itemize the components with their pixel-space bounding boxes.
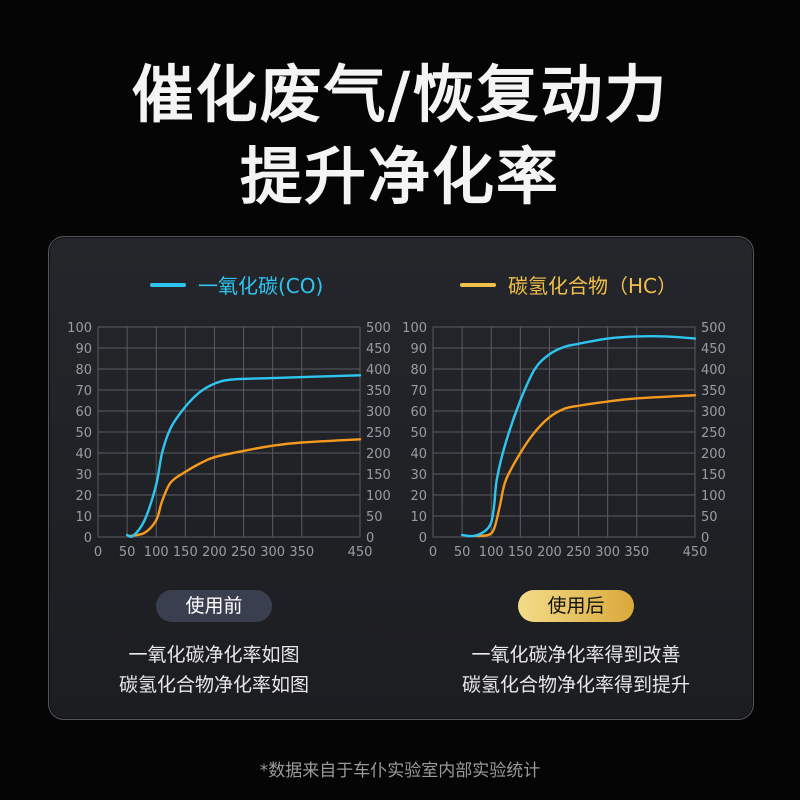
y2-tick-label: 50 [701,510,718,525]
before-badge: 使用前 [156,590,272,622]
y2-tick-label: 500 [701,321,726,336]
y2-tick-label: 50 [366,510,383,525]
x-tick-label: 300 [595,545,620,560]
y-tick-label: 100 [402,321,427,336]
legend-co-swatch [150,282,186,287]
y-tick-label: 70 [410,384,427,399]
y-tick-label: 80 [410,363,427,378]
after-caption-line1: 一氧化碳净化率得到改善 [471,644,681,666]
y2-tick-label: 300 [701,405,726,420]
title-line-1: 催化废气/恢复动力 [131,58,669,131]
y-tick-label: 60 [410,405,427,420]
y-tick-label: 40 [75,447,92,462]
y-tick-label: 50 [75,426,92,441]
y2-tick-label: 400 [701,363,726,378]
after-caption: 一氧化碳净化率得到改善 碳氢化合物净化率得到提升 [406,640,746,700]
footnote: *数据来自于车仆实验室内部实验统计 [259,761,541,781]
y2-tick-label: 450 [701,342,726,357]
legend-hc: 碳氢化合物（HC） [460,270,677,299]
x-tick-label: 100 [144,545,169,560]
y-tick-label: 80 [75,363,92,378]
y-tick-label: 20 [75,489,92,504]
y2-tick-label: 150 [366,468,391,483]
y2-tick-label: 250 [701,426,726,441]
y-tick-label: 90 [75,342,92,357]
hc-line [475,394,697,538]
chart-before: 0 10 20 30 40 50 60 70 80 90 100 0 50 100 150 200 250 300… [67,321,391,560]
y-tick-label: 50 [410,426,427,441]
before-caption-line2: 碳氢化合物净化率如图 [118,674,309,696]
y2-tick-label: 100 [366,489,391,504]
y-tick-label: 30 [75,468,92,483]
y2-tick-label: 0 [701,531,709,546]
y2-tick-label: 450 [366,342,391,357]
legend-hc-swatch [460,282,496,287]
x-tick-label: 0 [94,545,102,560]
hc-line [128,438,362,538]
x-tick-label: 150 [508,545,533,560]
legend-co: 一氧化碳(CO) [150,270,323,299]
x-tick-label: 50 [454,545,471,560]
y2-tick-label: 0 [366,531,374,546]
co-line [125,374,362,539]
y-tick-label: 100 [67,321,92,336]
y2-tick-label: 350 [701,384,726,399]
y-tick-label: 40 [410,447,427,462]
before-caption: 一氧化碳净化率如图 碳氢化合物净化率如图 [44,640,384,700]
y2-tick-label: 500 [366,321,391,336]
x-tick-label: 350 [624,545,649,560]
x-tick-label: 350 [289,545,314,560]
x-tick-label: 150 [173,545,198,560]
legend-co-label: 一氧化碳(CO) [198,274,324,298]
y-tick-label: 10 [410,510,427,525]
x-tick-label: 200 [202,545,227,560]
y-tick-label: 30 [410,468,427,483]
co-line [460,334,697,538]
y-tick-label: 70 [75,384,92,399]
title-line-2: 提升净化率 [239,140,560,213]
y-tick-label: 90 [410,342,427,357]
y-tick-label: 0 [419,531,427,546]
x-tick-label: 450 [348,545,373,560]
x-tick-label: 300 [260,545,285,560]
after-badge: 使用后 [518,590,634,622]
y2-tick-label: 200 [366,447,391,462]
chart-after: 0 10 20 30 40 50 60 70 80 90 100 0 50 100 150 200 250 300… [402,321,726,560]
x-tick-label: 0 [429,545,437,560]
x-tick-label: 250 [231,545,256,560]
y-tick-label: 0 [84,531,92,546]
y2-tick-label: 150 [701,468,726,483]
x-tick-label: 450 [683,545,708,560]
y2-tick-label: 300 [366,405,391,420]
x-tick-label: 50 [119,545,136,560]
y2-tick-label: 250 [366,426,391,441]
y-tick-label: 60 [75,405,92,420]
y2-tick-label: 350 [366,384,391,399]
y-tick-label: 10 [75,510,92,525]
x-tick-label: 250 [566,545,591,560]
x-tick-label: 100 [479,545,504,560]
y2-tick-label: 100 [701,489,726,504]
legend-hc-label: 碳氢化合物（HC） [508,274,678,298]
after-caption-line2: 碳氢化合物净化率得到提升 [461,674,690,696]
x-tick-label: 200 [537,545,562,560]
before-caption-line1: 一氧化碳净化率如图 [128,644,300,666]
y2-tick-label: 400 [366,363,391,378]
y-tick-label: 20 [410,489,427,504]
y2-tick-label: 200 [701,447,726,462]
